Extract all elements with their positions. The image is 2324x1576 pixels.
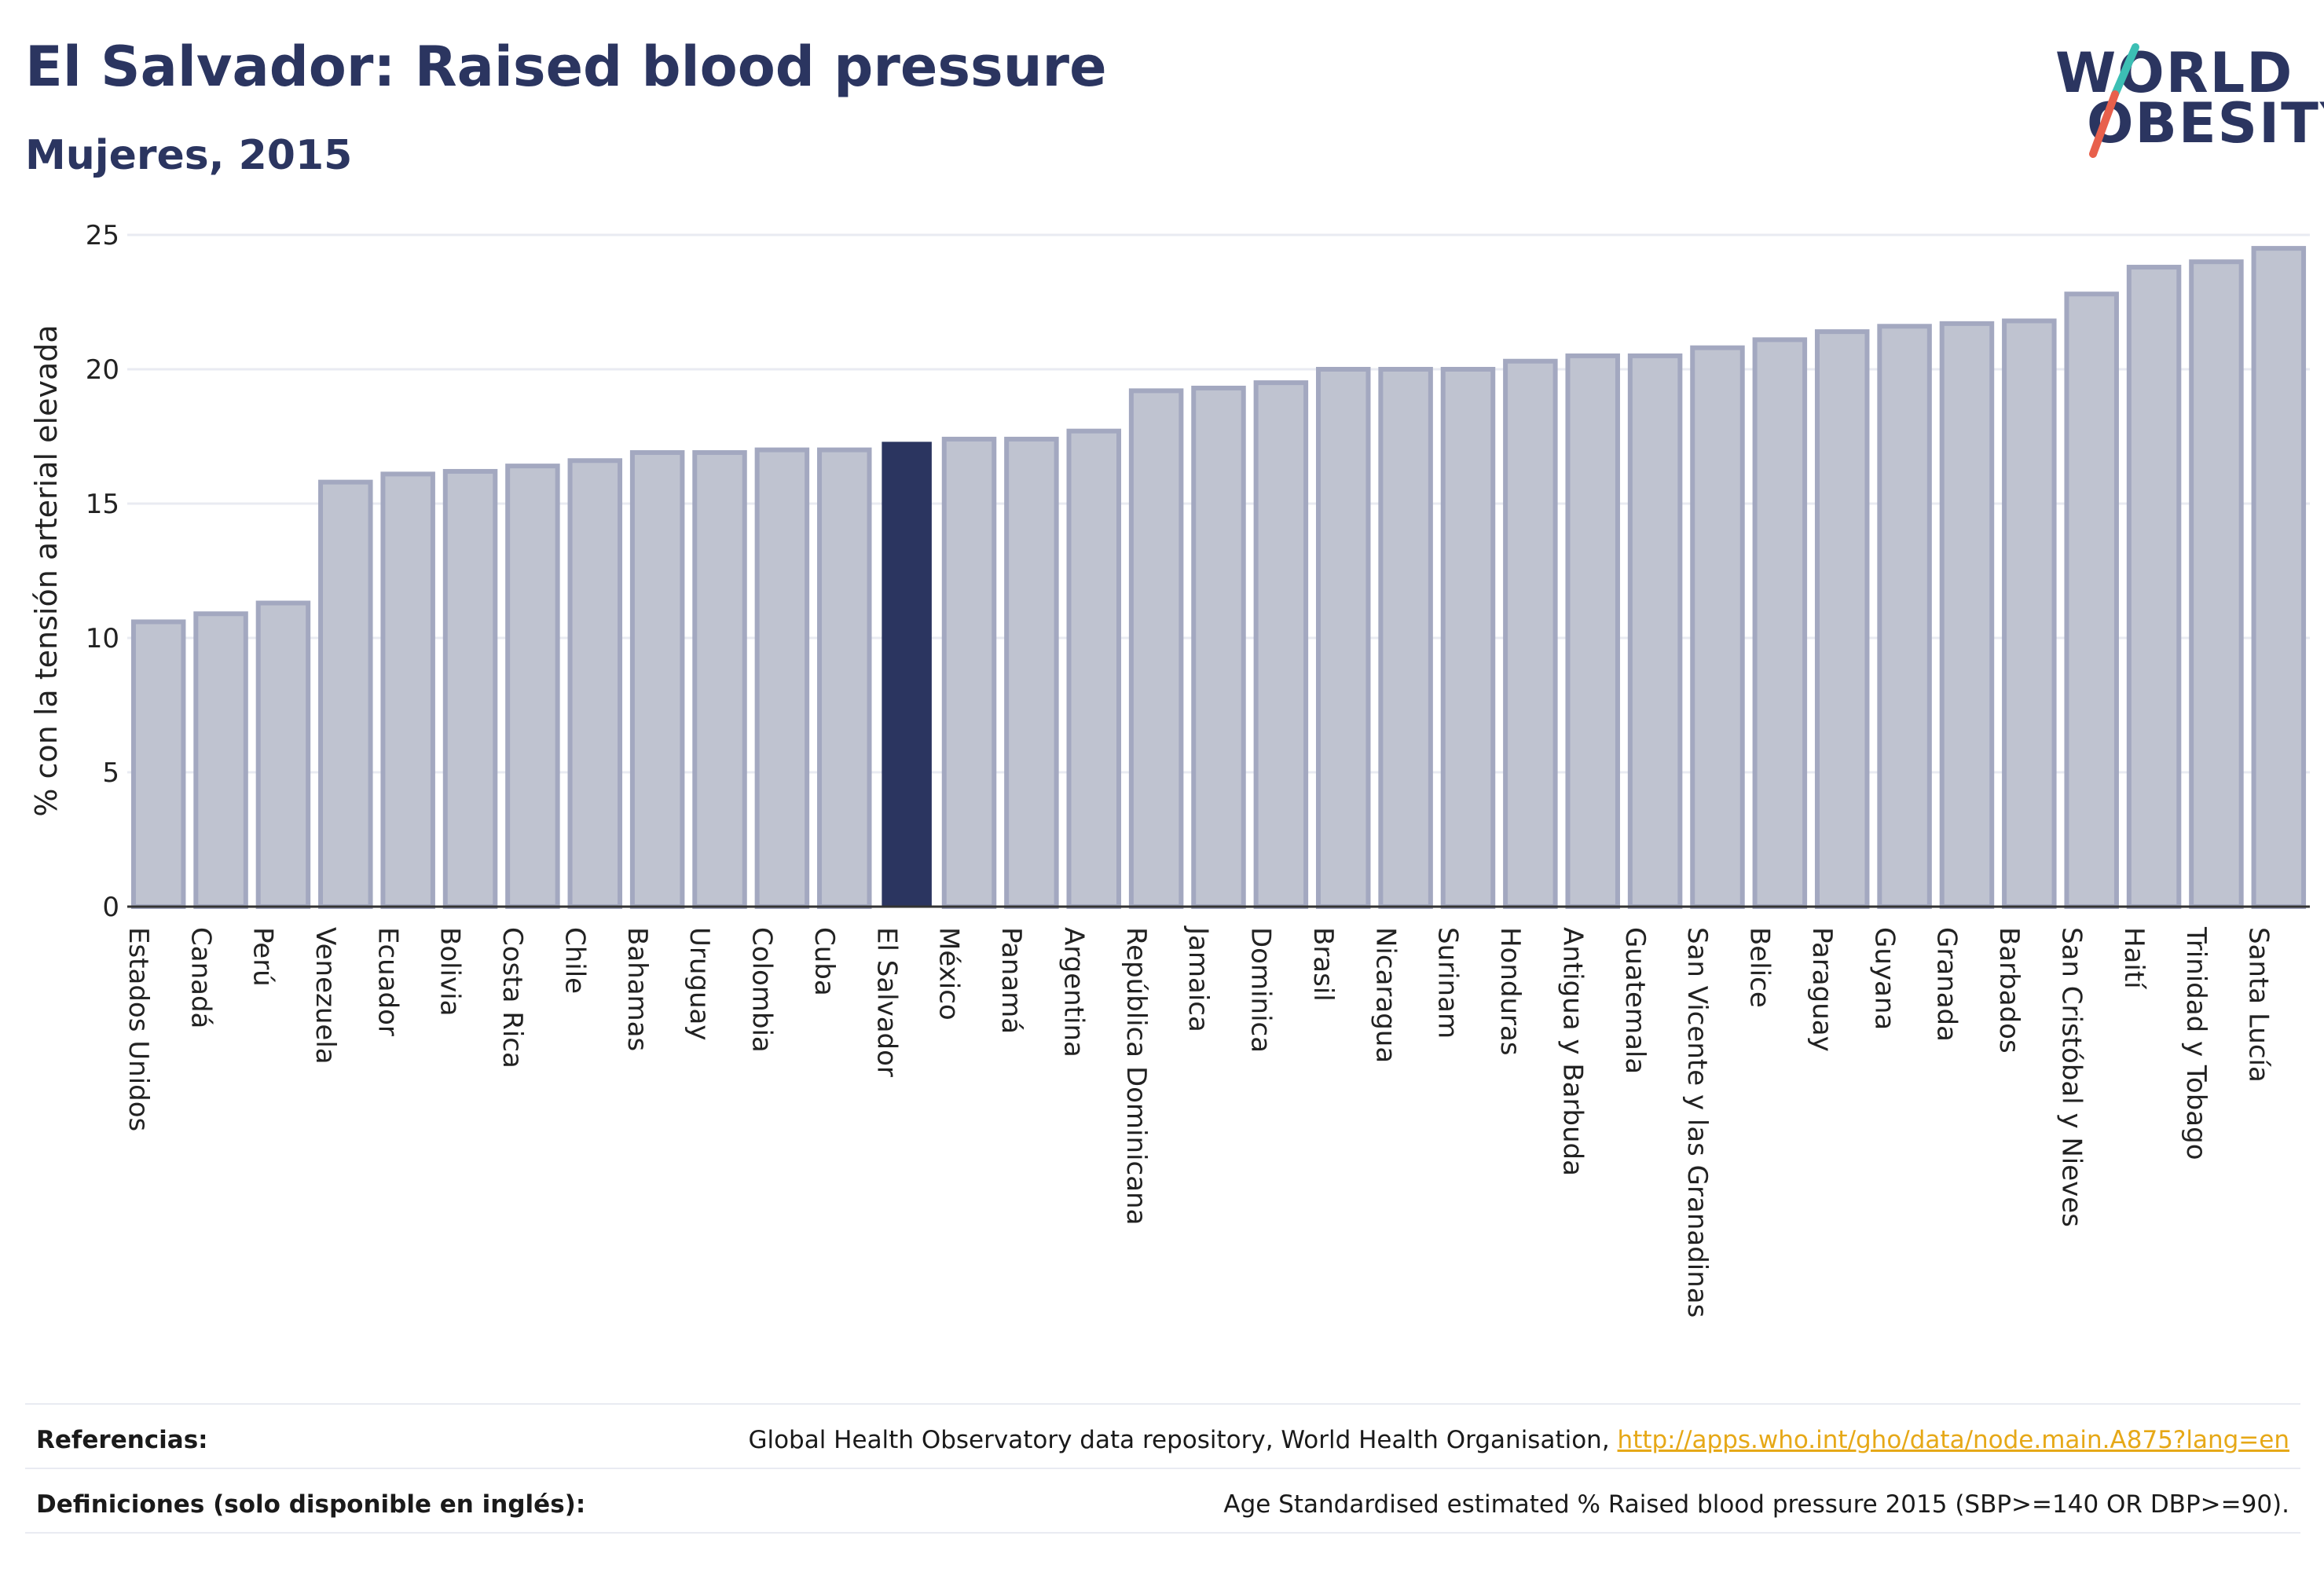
logo-text-obesity: OBESITY bbox=[2087, 91, 2324, 156]
x-tick-label: San Cristóbal y Nieves bbox=[2055, 927, 2087, 1227]
y-tick-label: 10 bbox=[86, 623, 119, 654]
bar[interactable] bbox=[1752, 337, 1808, 909]
x-tick-label: Belice bbox=[1744, 927, 1776, 1008]
x-tick-label: Bolivia bbox=[434, 927, 466, 1016]
x-tick-label: Panamá bbox=[995, 927, 1027, 1034]
bar[interactable] bbox=[255, 600, 311, 909]
x-tick-label: Barbados bbox=[1993, 927, 2025, 1054]
references-label: Referencias: bbox=[36, 1426, 208, 1454]
footer-divider-top bbox=[25, 1403, 2300, 1405]
x-tick-label: Ecuador bbox=[372, 927, 403, 1036]
bar[interactable] bbox=[817, 447, 872, 909]
bar[interactable] bbox=[2002, 318, 2057, 909]
logo-slash-icon bbox=[2089, 43, 2139, 158]
bar[interactable] bbox=[442, 468, 498, 909]
bar[interactable] bbox=[1128, 388, 1184, 909]
y-tick-label: 25 bbox=[86, 220, 119, 251]
x-tick-label: El Salvador bbox=[871, 927, 902, 1077]
chart-title: El Salvador: Raised blood pressure bbox=[25, 35, 1107, 99]
bar[interactable] bbox=[2064, 291, 2119, 909]
logo-text-world: WORLD bbox=[2055, 41, 2294, 105]
x-tick-label: Guyana bbox=[1868, 927, 1900, 1030]
y-tick-label: 5 bbox=[102, 757, 119, 789]
bar[interactable] bbox=[1253, 380, 1309, 910]
x-tick-label: Antigua y Barbuda bbox=[1556, 927, 1588, 1176]
bar[interactable] bbox=[1315, 367, 1371, 909]
bar[interactable] bbox=[380, 471, 435, 909]
bar[interactable] bbox=[130, 619, 186, 909]
bar[interactable] bbox=[1378, 367, 1433, 909]
bar[interactable] bbox=[1814, 329, 1870, 909]
bars bbox=[130, 246, 2307, 910]
x-tick-label: Paraguay bbox=[1806, 927, 1838, 1052]
bar[interactable] bbox=[692, 450, 747, 909]
x-tick-label: San Vicente y las Granadinas bbox=[1681, 927, 1713, 1318]
bar[interactable] bbox=[1877, 324, 1932, 909]
bar[interactable] bbox=[754, 447, 810, 909]
y-tick-label: 20 bbox=[86, 354, 119, 386]
x-tick-label: Nicaragua bbox=[1369, 927, 1401, 1063]
bar[interactable] bbox=[1191, 385, 1246, 909]
definitions-text: Age Standardised estimated % Raised bloo… bbox=[1223, 1490, 2289, 1519]
bar[interactable] bbox=[629, 450, 685, 909]
y-axis-ticks: 0 5 10 15 20 25 bbox=[86, 220, 119, 923]
x-tick-label: Haití bbox=[2118, 927, 2150, 990]
x-tick-label: Surinam bbox=[1432, 927, 1464, 1039]
x-tick-label: Costa Rica bbox=[497, 927, 528, 1068]
x-tick-label: Guatemala bbox=[1619, 927, 1651, 1074]
x-tick-label: Colombia bbox=[746, 927, 778, 1053]
x-tick-label: Estados Unidos bbox=[123, 927, 154, 1131]
bar[interactable] bbox=[2251, 246, 2307, 910]
bar[interactable] bbox=[1440, 367, 1496, 909]
x-tick-label: Canadá bbox=[185, 927, 216, 1028]
bar[interactable] bbox=[2189, 259, 2244, 909]
bar-chart: 0 5 10 15 20 25 Estados Unidos Canadá Perú Venez… bbox=[29, 220, 2310, 1318]
x-tick-label: Perú bbox=[247, 927, 279, 987]
definitions-label: Definiciones (solo disponible en inglés)… bbox=[36, 1490, 586, 1519]
x-tick-label: Cuba bbox=[808, 927, 840, 996]
chart-subtitle: Mujeres, 2015 bbox=[25, 132, 353, 179]
bar[interactable] bbox=[505, 464, 560, 909]
bar[interactable] bbox=[1939, 321, 1995, 909]
y-tick-label: 15 bbox=[86, 489, 119, 520]
bar[interactable] bbox=[1004, 436, 1059, 909]
footer-divider-middle bbox=[25, 1468, 2300, 1469]
bar[interactable] bbox=[1503, 358, 1558, 909]
x-tick-label: Granada bbox=[1931, 927, 1963, 1042]
bar[interactable] bbox=[2126, 265, 2182, 910]
x-tick-label: Santa Lucía bbox=[2243, 927, 2275, 1083]
x-tick-label: Trinidad y Tobago bbox=[2180, 926, 2212, 1160]
x-tick-label: Dominica bbox=[1245, 927, 1277, 1053]
x-tick-label: Argentina bbox=[1058, 927, 1089, 1057]
x-tick-label: México bbox=[933, 927, 965, 1021]
y-axis-label: % con la tensión arterial elevada bbox=[29, 324, 64, 816]
bar[interactable] bbox=[318, 479, 373, 909]
x-tick-label: Jamaica bbox=[1182, 925, 1214, 1032]
x-tick-label: Honduras bbox=[1494, 927, 1526, 1056]
x-tick-label: Brasil bbox=[1307, 927, 1339, 1002]
world-obesity-logo: WORLD OBESITY bbox=[2043, 31, 2324, 165]
x-tick-label: Venezuela bbox=[310, 927, 341, 1065]
references-text: Global Health Observatory data repositor… bbox=[748, 1426, 1618, 1454]
references-value: Global Health Observatory data repositor… bbox=[748, 1426, 2289, 1454]
x-axis-ticks: Estados Unidos Canadá Perú Venezuela Ecuador… bbox=[123, 925, 2275, 1318]
bar[interactable] bbox=[193, 611, 248, 909]
bar[interactable] bbox=[1565, 353, 1620, 909]
x-tick-label: República Dominicana bbox=[1120, 927, 1152, 1225]
bar[interactable] bbox=[567, 458, 623, 909]
x-tick-label: Bahamas bbox=[621, 927, 653, 1051]
x-tick-label: Chile bbox=[559, 927, 590, 994]
bar[interactable] bbox=[1627, 353, 1683, 909]
y-tick-label: 0 bbox=[102, 892, 119, 923]
x-tick-label: Uruguay bbox=[684, 927, 715, 1041]
bar[interactable] bbox=[1066, 428, 1122, 909]
footer-divider-bottom bbox=[25, 1532, 2300, 1534]
bar[interactable] bbox=[1690, 345, 1745, 909]
bar-highlighted[interactable] bbox=[882, 442, 932, 907]
references-link[interactable]: http://apps.who.int/gho/data/node.main.A… bbox=[1617, 1426, 2289, 1454]
bar[interactable] bbox=[941, 436, 997, 909]
